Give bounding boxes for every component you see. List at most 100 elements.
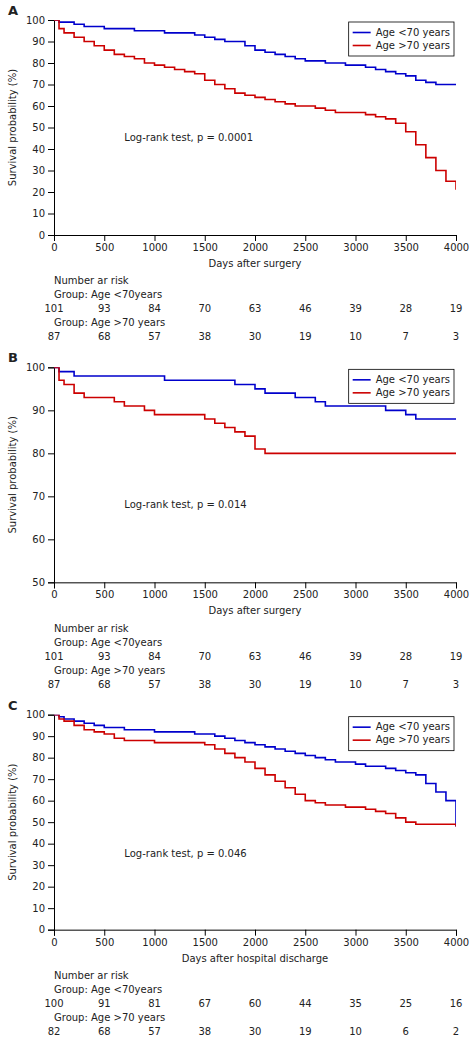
tick-label: 500 — [95, 589, 114, 600]
tick-label: 60 — [32, 534, 45, 545]
risk-value: 57 — [148, 679, 161, 690]
tick-mark — [48, 192, 54, 193]
annotation: Log-rank test, p = 0.0001 — [124, 132, 253, 143]
tick-label: 3000 — [343, 937, 368, 948]
risk-value: 7 — [403, 331, 409, 342]
tick-label: 10 — [32, 903, 45, 914]
tick-mark — [104, 582, 105, 588]
tick-mark — [48, 235, 54, 236]
risk-value: 87 — [48, 679, 61, 690]
risk-value: 30 — [249, 331, 262, 342]
legend-entry: Age <70 years — [376, 374, 450, 385]
risk-value: 46 — [299, 651, 312, 662]
tick-label: 2000 — [243, 242, 268, 253]
x-tick: 2500 — [293, 930, 318, 948]
y-tick: 50 — [32, 817, 54, 828]
x-tick: 4000 — [444, 235, 469, 253]
legend-swatch — [353, 392, 371, 394]
tick-label: 3500 — [394, 589, 419, 600]
x-axis: 05001000150020002500300035004000 — [51, 235, 469, 253]
y-tick: 40 — [32, 144, 54, 155]
tick-mark — [48, 865, 54, 866]
risk-value: 6 — [403, 1026, 409, 1037]
tick-label: 90 — [32, 731, 45, 742]
y-axis: 0102030405060708090100 — [26, 15, 55, 241]
tick-label: 4000 — [444, 242, 469, 253]
risk-value: 19 — [299, 679, 312, 690]
tick-label: 1000 — [142, 937, 167, 948]
tick-label: 1000 — [142, 589, 167, 600]
tick-mark — [48, 539, 54, 540]
tick-mark — [48, 736, 54, 737]
risk-value: 91 — [98, 998, 111, 1009]
x-tick: 3500 — [394, 930, 419, 948]
x-tick: 2000 — [243, 235, 268, 253]
x-tick: 1500 — [193, 582, 218, 600]
tick-mark — [48, 171, 54, 172]
risk-value: 93 — [98, 303, 111, 314]
risk-table-title: Number ar risk — [54, 275, 129, 286]
tick-mark — [48, 214, 54, 215]
y-tick: 0 — [39, 230, 54, 241]
risk-value: 35 — [349, 998, 362, 1009]
risk-table: Number ar riskGroup: Age <70years1019384… — [44, 275, 462, 342]
survival-curve — [54, 20, 456, 190]
x-tick: 1000 — [142, 235, 167, 253]
tick-label: 20 — [32, 187, 45, 198]
x-tick: 1500 — [193, 930, 218, 948]
y-axis: 0102030405060708090100 — [26, 709, 55, 935]
risk-value: 30 — [249, 1026, 262, 1037]
tick-mark — [456, 235, 457, 241]
tick-label: 50 — [32, 577, 45, 588]
tick-mark — [255, 582, 256, 588]
tick-mark — [48, 410, 54, 411]
tick-label: 10 — [32, 208, 45, 219]
tick-mark — [205, 930, 206, 936]
risk-value: 3 — [453, 679, 459, 690]
legend: Age <70 yearsAge >70 years — [349, 369, 454, 403]
legend-entry: Age >70 years — [376, 40, 450, 51]
tick-mark — [48, 453, 54, 454]
tick-label: 40 — [32, 838, 45, 849]
risk-value: 101 — [44, 303, 63, 314]
tick-mark — [48, 779, 54, 780]
tick-label: 500 — [95, 937, 114, 948]
risk-value: 57 — [148, 331, 161, 342]
risk-table: Number ar riskGroup: Age <70years1009181… — [44, 970, 462, 1037]
axis-domain — [55, 236, 457, 242]
y-tick: 50 — [32, 577, 54, 588]
risk-value: 10 — [349, 679, 362, 690]
survival-curve — [54, 367, 456, 453]
plot-area — [54, 367, 456, 453]
tick-mark — [48, 801, 54, 802]
y-tick: 70 — [32, 79, 54, 90]
legend-box — [349, 369, 454, 403]
x-tick: 1500 — [193, 235, 218, 253]
tick-mark — [305, 235, 306, 241]
risk-value: 16 — [450, 998, 463, 1009]
tick-mark — [406, 582, 407, 588]
risk-value: 19 — [299, 1026, 312, 1037]
survival-curve — [54, 715, 456, 827]
survival-curve — [54, 715, 456, 827]
x-tick: 500 — [95, 582, 114, 600]
risk-value: 3 — [453, 331, 459, 342]
risk-value: 67 — [198, 998, 211, 1009]
tick-mark — [356, 582, 357, 588]
legend-swatch — [353, 739, 371, 741]
risk-value: 93 — [98, 651, 111, 662]
risk-value: 100 — [44, 998, 63, 1009]
tick-mark — [48, 85, 54, 86]
tick-label: 80 — [32, 448, 45, 459]
tick-label: 0 — [39, 230, 45, 241]
risk-value: 10 — [349, 1026, 362, 1037]
x-tick: 500 — [95, 235, 114, 253]
panel-label: A — [8, 3, 18, 18]
y-axis-title: Survival probability (%) — [7, 763, 18, 880]
x-axis: 05001000150020002500300035004000 — [51, 930, 469, 948]
tick-mark — [48, 758, 54, 759]
x-tick: 2000 — [243, 582, 268, 600]
tick-label: 2000 — [243, 589, 268, 600]
legend-swatch — [353, 379, 371, 381]
figure: 0500100015002000250030003500400001020304… — [0, 0, 474, 1042]
